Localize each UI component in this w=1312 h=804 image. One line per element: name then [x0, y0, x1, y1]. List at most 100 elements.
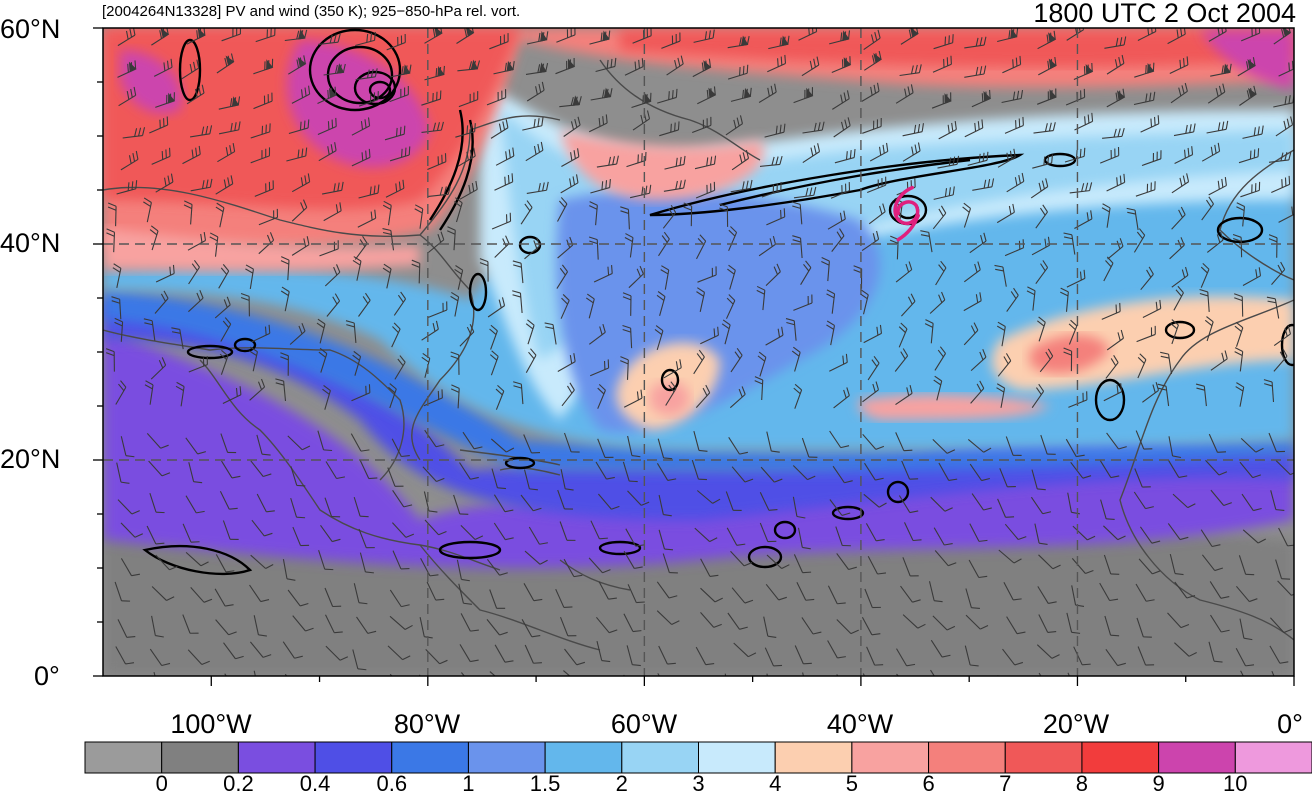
wind-barb — [829, 30, 851, 45]
wind-barb — [456, 559, 470, 582]
wind-barb — [280, 352, 289, 376]
wind-barb — [731, 149, 750, 171]
wind-barb — [215, 175, 234, 195]
wind-barb — [493, 494, 514, 513]
wind-barb — [249, 584, 270, 603]
wind-barb — [291, 236, 310, 256]
wind-barb — [970, 349, 987, 372]
wind-barb — [171, 327, 184, 350]
colorbar-label: 0.4 — [299, 771, 331, 796]
wind-barb — [291, 199, 308, 222]
wind-barb — [525, 62, 549, 75]
wind-barb — [1038, 614, 1057, 633]
wind-barb — [861, 82, 880, 102]
wind-barb — [182, 614, 199, 634]
wind-barb — [528, 526, 548, 545]
wind-barb — [1240, 437, 1264, 453]
wind-barb — [997, 498, 1015, 518]
colorbar-swatch — [544, 741, 623, 774]
wind-barb — [249, 346, 258, 372]
wind-barb — [761, 181, 782, 198]
wind-barb — [490, 438, 515, 453]
wind-barb — [1171, 173, 1190, 194]
colorbar-label: 3 — [692, 771, 705, 796]
wind-barb — [350, 433, 370, 452]
wind-barb — [1133, 91, 1156, 106]
wind-barb — [215, 554, 235, 573]
wind-barb — [1103, 525, 1126, 541]
lat-label-40n: 40°N — [0, 228, 61, 258]
wind-barb — [1205, 459, 1228, 476]
wind-barb — [693, 349, 705, 375]
wind-barb — [1037, 30, 1057, 50]
wind-barb — [386, 33, 406, 51]
wind-barb — [494, 173, 514, 191]
wind-barb — [759, 156, 783, 167]
wind-barb — [353, 496, 369, 518]
wind-barb — [1040, 434, 1056, 455]
wind-barb — [731, 587, 754, 604]
wind-barb — [694, 675, 711, 699]
wind-barb — [182, 145, 201, 165]
lon-label-40w: 40°W — [826, 709, 894, 739]
wind-barb — [1240, 181, 1261, 198]
wind-barb — [1104, 615, 1120, 637]
wind-barb — [120, 558, 141, 577]
wind-barb — [764, 647, 783, 667]
wind-barb — [693, 29, 715, 43]
wind-barb — [425, 649, 448, 665]
wind-barb — [902, 614, 926, 629]
axis-ticks — [93, 27, 1295, 686]
wind-barb — [382, 263, 392, 289]
wind-barb — [563, 670, 579, 676]
wind-barb — [725, 115, 743, 136]
wind-barb — [830, 182, 851, 199]
wind-barb — [458, 583, 472, 605]
wind-barb — [585, 293, 595, 319]
wind-barb — [1235, 585, 1258, 603]
wind-barb — [862, 117, 882, 134]
wind-barb — [249, 378, 266, 401]
wind-barb — [1239, 461, 1261, 479]
wind-barb — [459, 644, 479, 663]
wind-barb — [964, 36, 987, 49]
wind-barb — [1266, 296, 1280, 319]
wind-barb — [695, 646, 715, 666]
wind-barb — [326, 293, 341, 317]
wind-barb — [833, 117, 851, 138]
wind-barb — [765, 583, 787, 601]
wind-barb — [593, 264, 613, 283]
wind-barb — [120, 150, 139, 171]
wind-barb — [1005, 436, 1022, 456]
wind-barb — [663, 359, 682, 379]
wind-barb — [394, 355, 406, 380]
wind-barb — [1210, 350, 1228, 371]
wind-barb — [512, 290, 523, 314]
wind-barb — [1134, 675, 1142, 676]
colorbar-swatch — [467, 741, 546, 774]
wind-barb — [971, 89, 992, 108]
wind-barb — [1271, 261, 1286, 285]
wind-barb — [1063, 347, 1073, 372]
wind-barb — [218, 121, 241, 135]
wind-barb — [1239, 85, 1257, 106]
wind-barb — [1033, 122, 1056, 134]
wind-barb — [325, 645, 349, 661]
wind-barb — [359, 675, 371, 699]
wind-barb — [1065, 438, 1085, 458]
wind-barb — [730, 348, 743, 373]
wind-barb — [924, 319, 934, 344]
wind-barb — [692, 58, 712, 78]
wind-barb — [1105, 648, 1126, 667]
wind-barb — [1208, 433, 1227, 453]
wind-barb — [389, 615, 413, 630]
wind-barb — [117, 619, 136, 638]
wind-barb — [155, 264, 175, 283]
wind-barb — [217, 143, 236, 163]
wind-barb — [832, 90, 850, 110]
wind-barb — [1268, 151, 1292, 163]
wind-barb — [564, 648, 586, 666]
colorbar-swatch — [161, 741, 239, 774]
wind-barb — [423, 491, 438, 513]
wind-barb — [695, 181, 716, 199]
